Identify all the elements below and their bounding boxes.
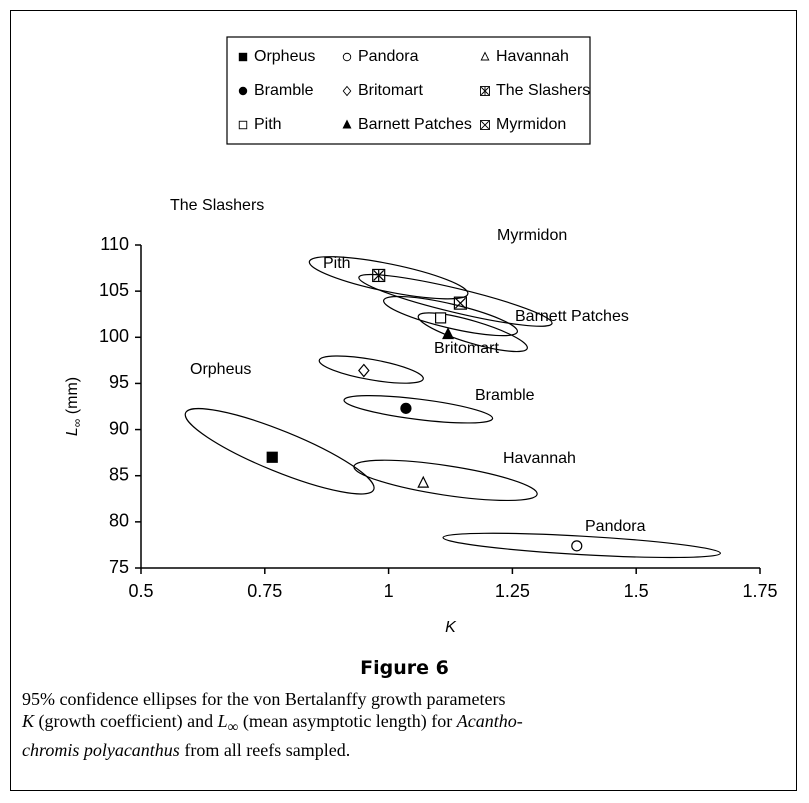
legend-marker [480, 86, 490, 96]
y-axis-label-part: ∞ [70, 419, 84, 428]
y-tick-label: 90 [109, 418, 129, 438]
y-tick-label: 100 [99, 326, 129, 346]
confidence-ellipse [343, 395, 494, 424]
figure-label: Figure 6 [360, 657, 449, 679]
legend-box [226, 36, 591, 145]
legend-marker [342, 85, 352, 97]
point [358, 363, 370, 378]
caption-text: 95% confidence ellipses for the von Bert… [22, 689, 506, 709]
y-tick-label: 75 [109, 557, 129, 577]
ellipse-label: Myrmidon [497, 227, 567, 244]
point [400, 402, 412, 414]
point [372, 268, 386, 283]
legend: Orpheus Pandora Havannah Bramble Britomart Th… [226, 36, 591, 145]
x-axis-label: K [445, 619, 457, 636]
y-tick-label: 85 [109, 464, 129, 484]
y-tick-label: 110 [100, 234, 129, 254]
caption-text: L [217, 711, 228, 731]
confidence-ellipse [318, 355, 424, 384]
legend-label: Myrmidon [496, 116, 566, 133]
ellipse-label: Britomart [434, 340, 499, 357]
legend-marker [238, 52, 248, 62]
ellipse-label: Barnett Patches [515, 308, 629, 325]
confidence-ellipse [184, 407, 375, 495]
y-tick-label: 105 [99, 280, 129, 300]
point [453, 296, 468, 310]
ellipse-label: The Slashers [170, 197, 264, 214]
ellipse-label: Bramble [475, 387, 535, 404]
caption-text: from all reefs sampled. [179, 739, 351, 760]
point [266, 451, 278, 463]
caption-line: 95% confidence ellipses for the von Bert… [22, 688, 792, 710]
y-axis-label-part: (mm) [64, 377, 81, 419]
point [442, 327, 454, 340]
caption-text: K [22, 711, 35, 731]
legend-label: The Slashers [496, 82, 590, 99]
point [571, 540, 583, 552]
x-tick-label: 1.75 [742, 581, 777, 601]
ellipse-label: Havannah [503, 450, 576, 467]
legend-label: Bramble [254, 82, 314, 99]
x-tick-label: 1 [384, 581, 394, 601]
caption-text: chromis polyacanthus [22, 739, 180, 760]
caption-text: (mean asymptotic length) for [238, 711, 457, 731]
legend-label: Britomart [358, 82, 423, 99]
legend-label: Orpheus [254, 48, 315, 65]
caption-line: K (growth coefficient) and L∞ (mean asym… [22, 710, 792, 739]
caption-text: Acantho- [456, 711, 523, 731]
legend-marker [238, 120, 248, 130]
caption-line: chromis polyacanthus from all reefs samp… [22, 739, 792, 761]
legend-label: Havannah [496, 48, 569, 65]
confidence-ellipse [417, 312, 528, 353]
legend-marker [342, 119, 352, 129]
ellipse-label: Orpheus [190, 361, 251, 378]
chart: 75 80 85 90 95 100 105 110 0.5 0.75 1 1.25 1.5 1.75 K L… [64, 36, 778, 636]
x-tick-label: 1.25 [495, 581, 530, 601]
confidence-ellipse [353, 459, 538, 502]
x-tick-label: 1.5 [624, 581, 649, 601]
point [417, 475, 430, 488]
caption-text: (growth coefficient) and [34, 711, 218, 731]
y-axis-label: L∞ (mm) [64, 377, 84, 436]
confidence-ellipse [358, 273, 553, 327]
legend-marker [342, 52, 352, 62]
confidence-ellipse [308, 256, 469, 300]
confidence-ellipse [442, 532, 721, 559]
x-tick-label: 0.75 [247, 581, 282, 601]
legend-marker [480, 120, 490, 130]
caption: 95% confidence ellipses for the von Bert… [22, 688, 792, 761]
y-tick-label: 80 [109, 511, 129, 531]
caption-text: ∞ [227, 719, 239, 736]
x-tick-label: 0.5 [128, 581, 153, 601]
y-axis-label-part: L [64, 427, 81, 436]
ellipse-label: Pith [323, 255, 351, 272]
ellipse-label: Pandora [585, 518, 646, 535]
figure-frame [10, 10, 797, 791]
point [434, 312, 447, 324]
legend-label: Pith [254, 116, 282, 133]
legend-marker [480, 51, 490, 61]
legend-label: Barnett Patches [358, 116, 472, 133]
legend-label: Pandora [358, 48, 419, 65]
y-tick-label: 95 [109, 372, 129, 392]
legend-marker [238, 86, 248, 96]
